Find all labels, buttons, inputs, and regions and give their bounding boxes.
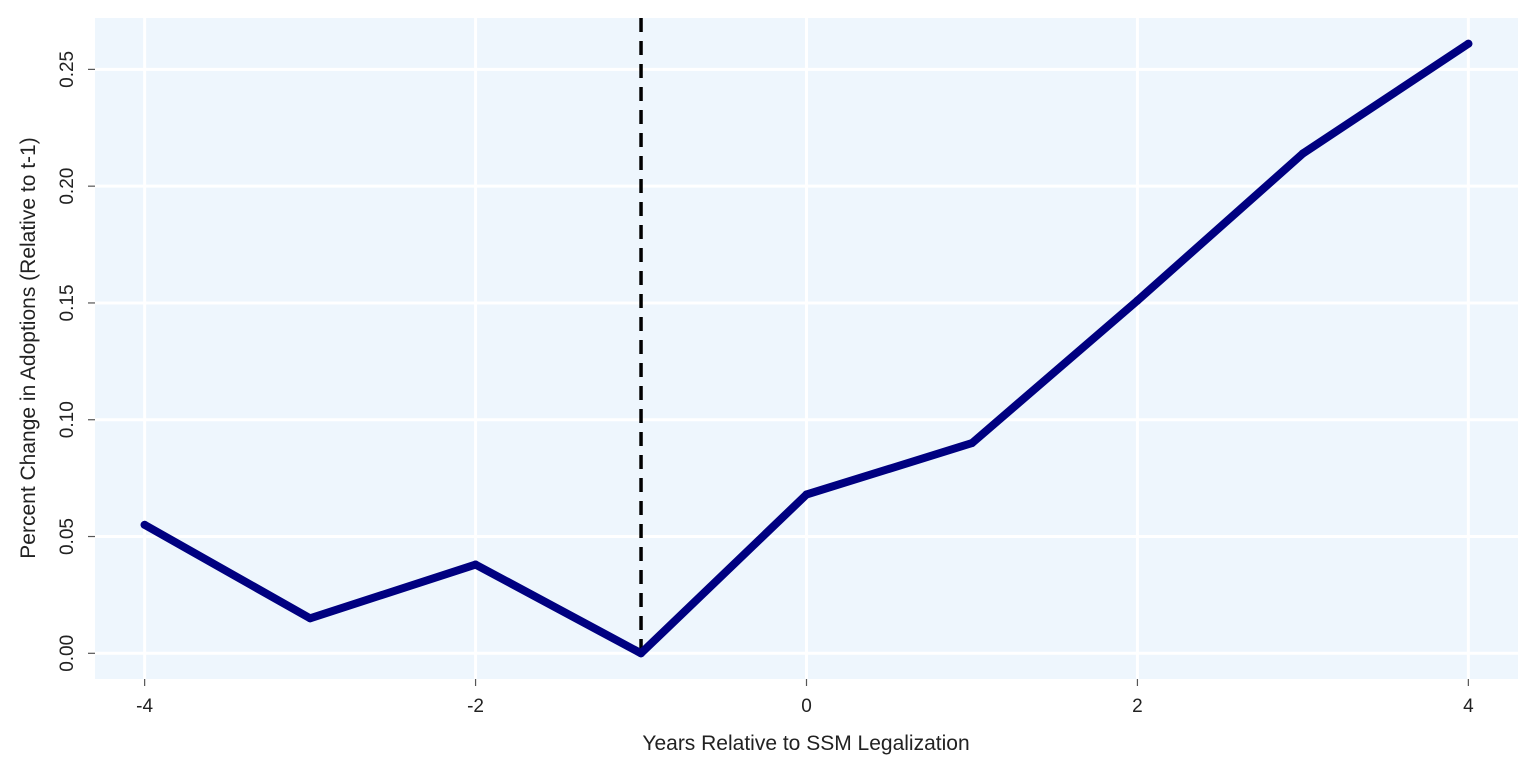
y-tick-label: 0.20 [57, 168, 78, 205]
x-tick-label: -4 [136, 696, 153, 717]
data-point [471, 560, 480, 569]
y-axis-ticks: 0.00 0.05 0.10 0.15 0.20 0.25 [57, 51, 95, 672]
grid [95, 18, 1518, 679]
data-point [637, 649, 646, 658]
data-point [1133, 296, 1142, 305]
y-tick-label: 0.10 [57, 401, 78, 438]
y-axis-label: Percent Change in Adoptions (Relative to… [17, 137, 40, 558]
data-point [1464, 39, 1473, 48]
x-tick-label: 2 [1132, 696, 1143, 717]
x-axis-ticks: -4 -2 0 2 4 [136, 679, 1474, 717]
y-tick-label: 0.00 [57, 635, 78, 672]
x-tick-label: 4 [1463, 696, 1474, 717]
data-point [1298, 149, 1307, 158]
series-layer [140, 39, 1473, 658]
y-tick-label: 0.05 [57, 518, 78, 555]
x-tick-label: 0 [801, 696, 812, 717]
data-point [140, 520, 149, 529]
data-point [967, 439, 976, 448]
x-axis-label: Years Relative to SSM Legalization [642, 732, 969, 755]
y-tick-label: 0.15 [57, 284, 78, 321]
x-tick-label: -2 [467, 696, 484, 717]
data-point [802, 490, 811, 499]
data-point [306, 614, 315, 623]
y-tick-label: 0.25 [57, 51, 78, 88]
